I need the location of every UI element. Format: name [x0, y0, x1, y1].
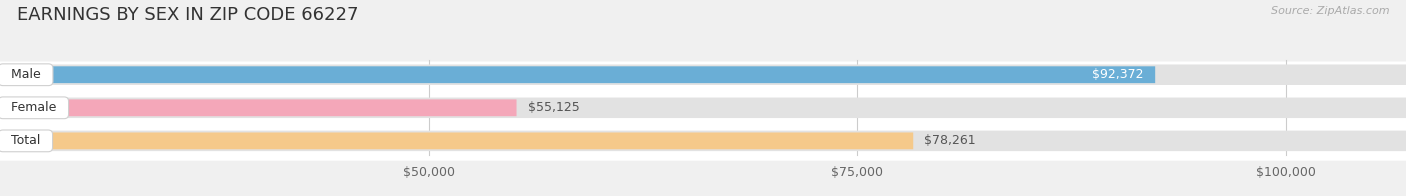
- FancyBboxPatch shape: [0, 131, 1406, 151]
- FancyBboxPatch shape: [0, 62, 1406, 161]
- Text: $92,372: $92,372: [1092, 68, 1144, 81]
- Text: $78,261: $78,261: [925, 134, 976, 147]
- FancyBboxPatch shape: [0, 99, 516, 116]
- Text: $55,125: $55,125: [527, 101, 579, 114]
- Text: Male: Male: [3, 68, 49, 81]
- FancyBboxPatch shape: [0, 64, 1406, 85]
- Text: EARNINGS BY SEX IN ZIP CODE 66227: EARNINGS BY SEX IN ZIP CODE 66227: [17, 6, 359, 24]
- FancyBboxPatch shape: [0, 98, 1406, 118]
- FancyBboxPatch shape: [0, 66, 1156, 83]
- Text: Source: ZipAtlas.com: Source: ZipAtlas.com: [1271, 6, 1389, 16]
- FancyBboxPatch shape: [0, 132, 914, 149]
- Text: Total: Total: [3, 134, 48, 147]
- Text: Female: Female: [3, 101, 65, 114]
